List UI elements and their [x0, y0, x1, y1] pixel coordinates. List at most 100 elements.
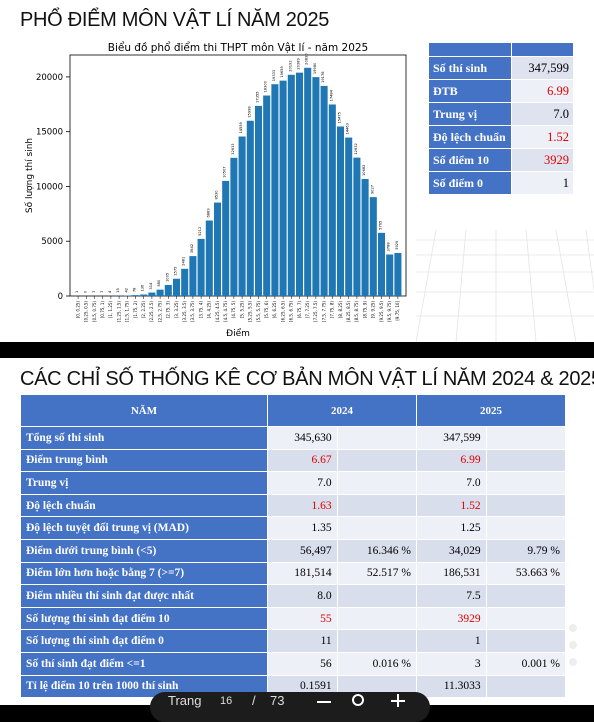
histogram-bar: [329, 104, 336, 296]
value-2025: 11.3033: [416, 675, 486, 698]
value-2025: 1: [416, 630, 486, 653]
x-tick-label: [5.5, 5.75): [256, 301, 261, 322]
histogram-bar: [247, 121, 254, 296]
value-2025: 3929: [416, 607, 486, 630]
x-tick-label: [6.5, 6.75): [289, 301, 294, 322]
percent-2024: 52.517 %: [337, 562, 416, 585]
x-tick-label: [5.25, 5.5): [248, 301, 253, 322]
bar-data-label: 10682: [362, 165, 366, 176]
y-tick-label: 0: [58, 292, 63, 302]
value-2024: 11: [268, 630, 338, 653]
x-tick-label: [9, 9.25): [371, 301, 376, 319]
bar-data-label: 17355: [256, 91, 260, 102]
value-2025: 7.5: [416, 585, 486, 608]
row-label: Độ lệch chuẩn: [21, 494, 268, 517]
x-tick-label: [8.25, 8.5): [346, 301, 351, 322]
value-2024: 55: [268, 607, 338, 630]
histogram-bar: [353, 158, 360, 296]
histogram-bar: [337, 126, 344, 296]
value-2025: 1.25: [416, 517, 486, 540]
minus-icon[interactable]: [312, 694, 336, 708]
x-tick-label: [7.25, 7.5): [313, 301, 318, 322]
row-label: Điểm trung bình: [21, 449, 268, 472]
histogram-bar: [345, 138, 352, 296]
histogram-bar: [386, 255, 393, 296]
histogram-bar: [132, 295, 139, 296]
percent-2025: [486, 607, 565, 630]
histogram-bar: [214, 203, 221, 296]
x-tick-label: [2.25, 2.5): [149, 301, 154, 322]
x-tick-label: [1, 1.25): [108, 301, 113, 319]
value-2024: 56: [268, 652, 338, 675]
bar-data-label: 3642: [190, 244, 194, 253]
histogram-bar: [148, 293, 155, 296]
percent-2024: [337, 630, 416, 653]
histogram-bar: [304, 68, 311, 296]
x-tick-label: [4.25, 4.5): [215, 301, 220, 322]
x-tick-label: [4, 4.25): [207, 301, 212, 319]
value-2024: 1.63: [268, 494, 338, 517]
summary-value: 6.99: [512, 80, 574, 103]
histogram-bar: [321, 86, 328, 296]
histogram-chart: Biểu đồ phổ điểm thi THPT môn Vật lí - n…: [18, 38, 412, 338]
percent-2025: [486, 517, 565, 540]
percent-2024: [337, 585, 416, 608]
bar-data-label: 1: [92, 291, 96, 293]
x-tick-label: [3, 3.25): [174, 301, 179, 319]
percent-2025: [486, 472, 565, 495]
bar-data-label: 2481: [182, 257, 186, 266]
histogram-bar: [239, 137, 246, 296]
slide-title: PHỔ ĐIỂM MÔN VẬT LÍ NĂM 2025: [20, 9, 329, 32]
histogram-bar: [296, 73, 303, 296]
x-tick-label: [2.5, 2.75): [157, 301, 162, 322]
percent-2025: [486, 494, 565, 517]
percent-2025: [486, 630, 565, 653]
x-tick-label: [9.75, 10]: [395, 301, 400, 321]
bar-data-label: 12613: [231, 143, 235, 154]
histogram-bar: [181, 269, 188, 296]
page-current-input[interactable]: 16: [220, 695, 232, 707]
perspective-grid-decoration: [416, 210, 594, 342]
percent-2024: [337, 472, 416, 495]
magnifier-icon[interactable]: [346, 692, 370, 706]
percent-2025: 0.001 %: [486, 652, 565, 675]
bar-data-label: 19980: [313, 62, 317, 74]
histogram-bar: [222, 181, 229, 296]
summary-value: 1: [512, 172, 574, 195]
header-year-label: NĂM: [21, 395, 268, 427]
bar-data-label: 3929: [395, 240, 399, 250]
bar-data-label: 20389: [297, 58, 301, 70]
summary-label: Số điểm 0: [429, 172, 512, 195]
bar-data-label: 15998: [247, 106, 251, 118]
x-tick-label: [6.75, 7): [297, 301, 302, 319]
y-axis-label: Số lượng thí sinh: [24, 138, 35, 213]
x-tick-label: [3.5, 3.75): [190, 301, 195, 322]
summary-value: 347,599: [512, 57, 574, 80]
row-label: Tổng số thí sinh: [21, 427, 268, 450]
bar-data-label: 3788: [387, 242, 391, 252]
header-2025: 2025: [416, 395, 565, 427]
bar-data-label: 9027: [370, 185, 374, 194]
x-tick-label: [4.5, 4.75): [223, 301, 228, 322]
bar-data-label: 20830: [305, 53, 309, 65]
value-2024: 1.35: [268, 517, 338, 540]
histogram-bar: [312, 77, 319, 296]
row-label: Số thí sinh đạt điểm <=1: [21, 652, 268, 675]
bar-data-label: 14559: [239, 121, 243, 133]
slide-nav-dots-icon[interactable]: [561, 620, 585, 670]
percent-2025: [486, 585, 565, 608]
bar-data-label: 1: [100, 291, 104, 293]
histogram-bar: [370, 197, 377, 296]
bar-data-label: 18300: [264, 80, 268, 92]
page-separator: /: [252, 693, 256, 708]
summary-label: Số điểm 10: [429, 149, 512, 172]
